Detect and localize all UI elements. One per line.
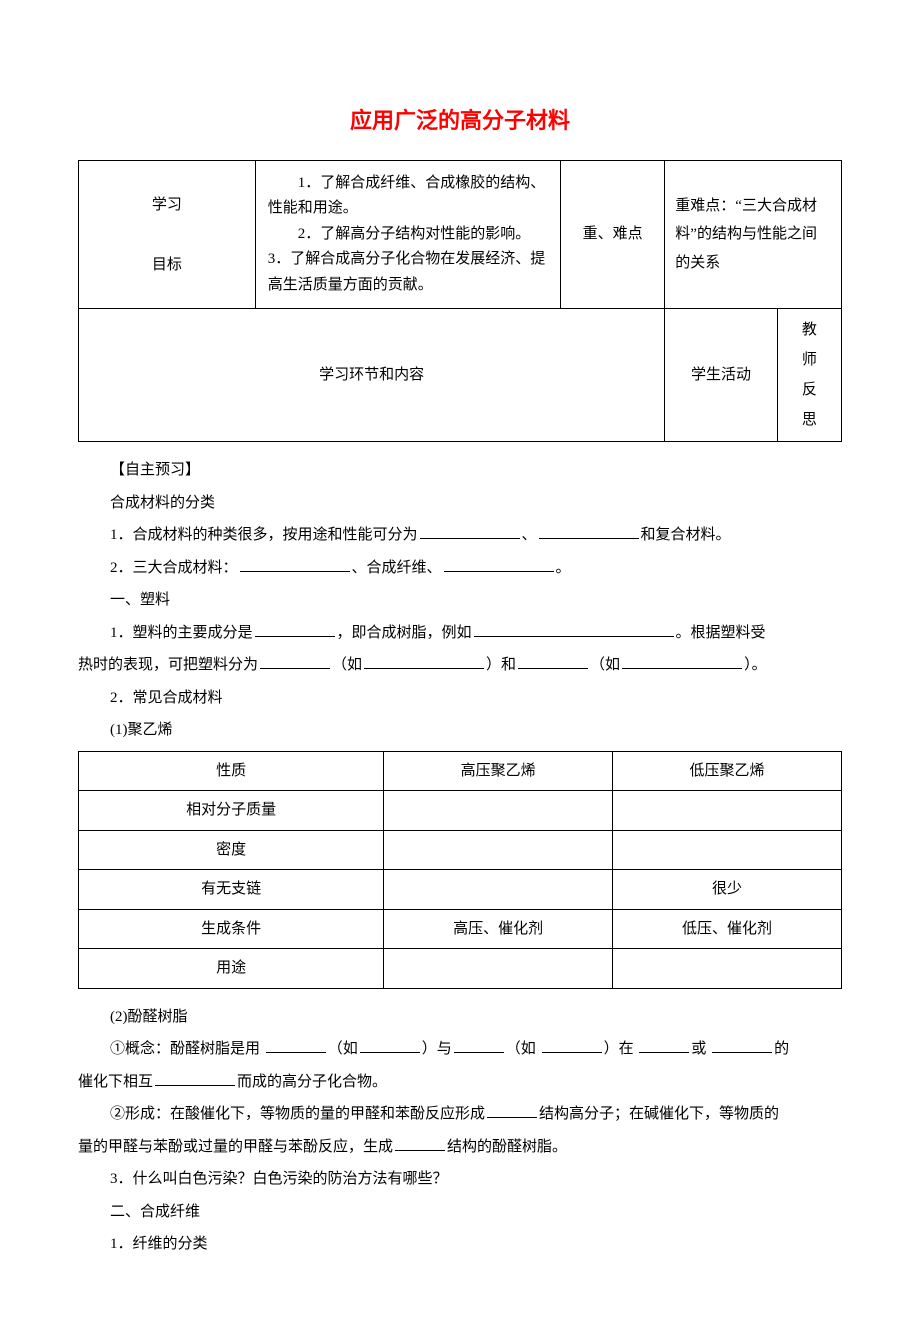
blank (255, 620, 335, 637)
objectives-cell: 1．了解合成纤维、合成橡胶的结构、性能和用途。 2．了解高分子结构对性能的影响。… (255, 160, 560, 309)
cell: 高压、催化剂 (384, 909, 613, 949)
polyethylene-table: 性质 高压聚乙烯 低压聚乙烯 相对分子质量 密度 有无支链 很少 生成条件 高压… (78, 751, 842, 989)
blank (420, 523, 520, 540)
cell (384, 830, 613, 870)
cell (384, 791, 613, 831)
cell (384, 949, 613, 989)
cell: 用途 (79, 949, 384, 989)
blank (395, 1134, 445, 1151)
blank (487, 1102, 537, 1119)
line-formation: ②形成：在酸催化下，等物质的量的甲醛和苯酚反应形成结构高分子；在碱催化下，等物质… (110, 1100, 842, 1129)
page-title: 应用广泛的高分子材料 (78, 100, 842, 142)
line-3b: 热时的表现，可把塑料分为（如）和（如）。 (78, 651, 842, 680)
line-formation-b: 量的甲醛与苯酚或过量的甲醛与苯酚反应，生成结构的酚醛树脂。 (78, 1133, 842, 1162)
content-body: 【自主预习】 合成材料的分类 1．合成材料的种类很多，按用途和性能可分为、和复合… (78, 456, 842, 745)
table-row: 用途 (79, 949, 842, 989)
line-3: 1．塑料的主要成分是，即合成树脂，例如。根据塑料受 (110, 619, 842, 648)
blank (444, 555, 554, 572)
cell: 相对分子质量 (79, 791, 384, 831)
heading-preview: 【自主预习】 (110, 456, 842, 485)
blank (539, 523, 639, 540)
line-concept: ①概念：酚醛树脂是用 （如）与（如 ）在 或 的 (110, 1035, 842, 1064)
cell: 有无支链 (79, 870, 384, 910)
blank (155, 1069, 235, 1086)
heading-plastic: 一、塑料 (110, 586, 842, 615)
blank (454, 1037, 504, 1054)
line-white-pollution: 3．什么叫白色污染？白色污染的防治方法有哪些？ (110, 1165, 842, 1194)
blank (712, 1037, 772, 1054)
line-2: 2．三大合成材料：、合成纤维、。 (110, 554, 842, 583)
blank (266, 1037, 326, 1054)
cell: 高压聚乙烯 (384, 751, 613, 791)
cell (613, 830, 842, 870)
table-row: 性质 高压聚乙烯 低压聚乙烯 (79, 751, 842, 791)
blank (518, 653, 588, 670)
blank (260, 653, 330, 670)
table-row: 生成条件 高压、催化剂 低压、催化剂 (79, 909, 842, 949)
heading-pe: (1)聚乙烯 (110, 716, 842, 745)
cell: 生成条件 (79, 909, 384, 949)
cell: 低压、催化剂 (613, 909, 842, 949)
label-process: 学习环节和内容 (79, 309, 665, 442)
label-objectives: 学习目标 (79, 160, 256, 309)
label-activity: 学生活动 (665, 309, 777, 442)
heading-phenolic: (2)酚醛树脂 (110, 1003, 842, 1032)
content-body-2: (2)酚醛树脂 ①概念：酚醛树脂是用 （如）与（如 ）在 或 的 催化下相互而成… (78, 1003, 842, 1259)
line-concept-b: 催化下相互而成的高分子化合物。 (78, 1068, 842, 1097)
cell: 低压聚乙烯 (613, 751, 842, 791)
heading-fiber-classification: 1．纤维的分类 (110, 1230, 842, 1259)
cell: 性质 (79, 751, 384, 791)
table-row: 有无支链 很少 (79, 870, 842, 910)
label-keypoints: 重、难点 (560, 160, 664, 309)
table-row: 密度 (79, 830, 842, 870)
blank (622, 653, 742, 670)
header-table: 学习目标 1．了解合成纤维、合成橡胶的结构、性能和用途。 2．了解高分子结构对性… (78, 160, 842, 443)
objectives-text: 1．了解合成纤维、合成橡胶的结构、性能和用途。 2．了解高分子结构对性能的影响。… (266, 167, 550, 303)
blank (542, 1037, 602, 1054)
blank (360, 1037, 420, 1054)
heading-classification: 合成材料的分类 (110, 489, 842, 518)
cell (384, 870, 613, 910)
blank (474, 620, 674, 637)
blank (240, 555, 350, 572)
blank (639, 1037, 689, 1054)
cell: 很少 (613, 870, 842, 910)
blank (364, 653, 484, 670)
label-reflection: 教师反思 (777, 309, 841, 442)
cell (613, 949, 842, 989)
keypoints-text: 重难点：“三大合成材料”的结构与性能之间的关系 (665, 160, 842, 309)
heading-common-materials: 2．常见合成材料 (110, 684, 842, 713)
cell (613, 791, 842, 831)
heading-fiber: 二、合成纤维 (110, 1198, 842, 1227)
cell: 密度 (79, 830, 384, 870)
line-1: 1．合成材料的种类很多，按用途和性能可分为、和复合材料。 (110, 521, 842, 550)
table-row: 相对分子质量 (79, 791, 842, 831)
